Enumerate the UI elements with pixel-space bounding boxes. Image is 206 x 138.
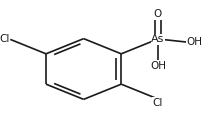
Text: Cl: Cl — [153, 98, 163, 108]
Text: OH: OH — [150, 61, 166, 71]
Text: As: As — [151, 34, 165, 44]
Text: O: O — [154, 9, 162, 19]
Text: Cl: Cl — [0, 34, 9, 44]
Text: OH: OH — [186, 37, 202, 47]
